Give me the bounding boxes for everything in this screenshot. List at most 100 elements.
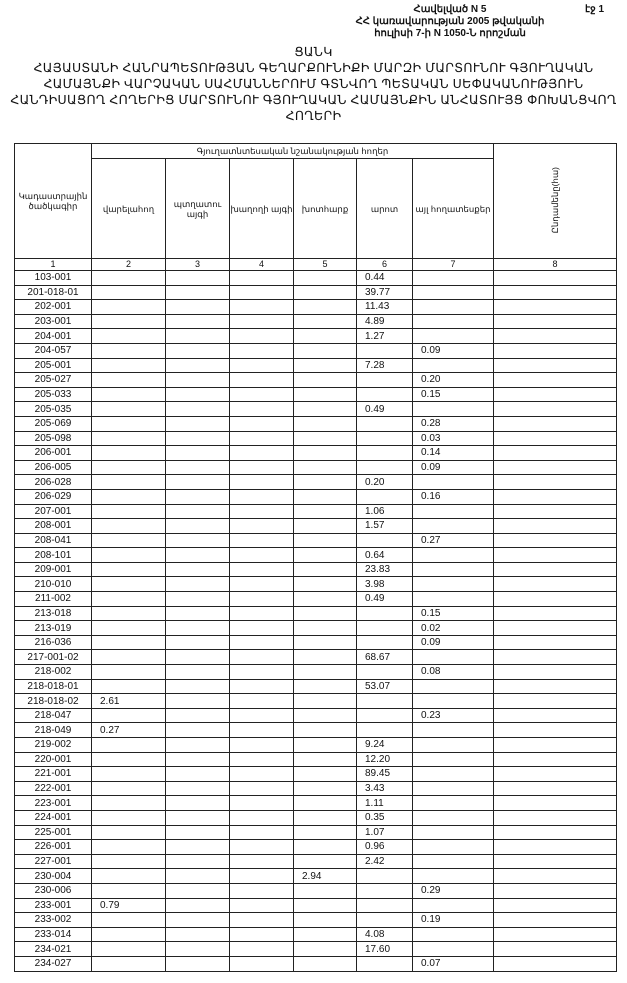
cadastral-code-cell: 234-021 — [14, 941, 92, 957]
area-cell — [91, 868, 166, 884]
table-row: 204-001 1.27 — [14, 328, 617, 344]
area-cell — [412, 474, 494, 490]
area-cell — [493, 853, 617, 870]
area-cell — [412, 299, 494, 315]
area-cell: 53.07 — [356, 678, 413, 695]
area-cell — [91, 576, 166, 593]
area-cell — [91, 912, 166, 928]
area-cell — [229, 809, 294, 826]
table-row: 213-018 0.15 — [14, 605, 617, 622]
area-cell — [493, 897, 617, 914]
cadastral-code-cell: 205-027 — [14, 372, 92, 388]
area-cell — [229, 591, 294, 607]
area-cell — [356, 415, 413, 432]
area-cell — [229, 357, 294, 374]
area-cell — [493, 547, 617, 563]
area-cell: 0.35 — [356, 809, 413, 826]
area-cell — [293, 605, 357, 622]
area-cell — [412, 853, 494, 870]
header-other-land: այլ հողատեսքեր — [412, 158, 494, 259]
table-row: 234-027 0.07 — [14, 955, 617, 972]
area-cell — [165, 488, 230, 505]
area-cell — [293, 488, 357, 505]
area-cell — [293, 824, 357, 841]
cadastral-code-cell: 206-001 — [14, 445, 92, 461]
title-line-4: ՀՈՂԵՐԻ — [285, 109, 342, 123]
area-cell — [293, 518, 357, 534]
area-cell — [165, 313, 230, 330]
area-cell — [493, 270, 617, 286]
area-cell — [91, 678, 166, 695]
area-cell — [165, 591, 230, 607]
area-cell — [493, 561, 617, 578]
area-cell: 1.11 — [356, 795, 413, 811]
area-cell — [165, 415, 230, 432]
area-cell — [412, 649, 494, 666]
table-row: 222-001 3.43 — [14, 780, 617, 797]
area-cell: 23.83 — [356, 561, 413, 578]
area-cell — [91, 547, 166, 563]
area-cell — [493, 882, 617, 899]
cadastral-code-cell: 234-027 — [14, 955, 92, 972]
area-cell — [91, 357, 166, 374]
area-cell — [165, 328, 230, 344]
area-cell — [412, 766, 494, 782]
area-cell — [293, 342, 357, 359]
area-cell — [293, 853, 357, 870]
title-heading: ՑԱՆԿ — [294, 45, 333, 59]
area-cell — [91, 634, 166, 651]
area-cell — [293, 576, 357, 593]
area-cell — [165, 342, 230, 359]
area-cell — [229, 795, 294, 811]
area-cell — [493, 824, 617, 841]
area-cell: 4.08 — [356, 926, 413, 943]
cadastral-code-cell: 218-047 — [14, 707, 92, 724]
table-row: 210-010 3.98 — [14, 576, 617, 593]
area-cell — [293, 722, 357, 738]
area-cell — [229, 576, 294, 593]
area-cell — [229, 342, 294, 359]
area-cell — [91, 839, 166, 855]
cadastral-code-cell: 103-001 — [14, 270, 92, 286]
area-cell — [293, 547, 357, 563]
cadastral-code-cell: 225-001 — [14, 824, 92, 841]
area-cell — [293, 795, 357, 811]
area-cell — [229, 824, 294, 841]
table-row: 207-001 1.06 — [14, 503, 617, 520]
area-cell — [91, 809, 166, 826]
cadastral-code-cell: 205-035 — [14, 401, 92, 417]
area-cell — [293, 737, 357, 753]
table-row: 205-035 0.49 — [14, 401, 617, 417]
area-cell — [165, 868, 230, 884]
area-cell — [493, 372, 617, 388]
table-row: 221-001 89.45 — [14, 766, 617, 782]
table-row: 233-002 0.19 — [14, 912, 617, 928]
area-cell — [412, 313, 494, 330]
area-cell: 0.08 — [412, 664, 494, 680]
area-cell — [493, 328, 617, 344]
area-cell — [293, 839, 357, 855]
area-cell: 89.45 — [356, 766, 413, 782]
cadastral-code-cell: 230-004 — [14, 868, 92, 884]
area-cell — [165, 459, 230, 476]
area-cell — [412, 868, 494, 884]
column-number: 1 — [14, 258, 92, 271]
table-row: 219-002 9.24 — [14, 737, 617, 753]
area-cell — [412, 547, 494, 563]
area-cell — [91, 386, 166, 403]
cadastral-code-cell: 208-001 — [14, 518, 92, 534]
area-cell — [293, 270, 357, 286]
area-cell — [91, 445, 166, 461]
area-cell — [356, 445, 413, 461]
column-number: 5 — [293, 258, 357, 271]
cadastral-code-cell: 220-001 — [14, 751, 92, 768]
table-row: 230-006 0.29 — [14, 882, 617, 899]
area-cell: 0.79 — [91, 897, 166, 914]
area-cell — [293, 372, 357, 388]
area-cell — [165, 649, 230, 666]
area-cell — [165, 430, 230, 447]
table-row: 224-001 0.35 — [14, 809, 617, 826]
area-cell — [165, 299, 230, 315]
area-cell — [356, 722, 413, 738]
area-cell — [293, 620, 357, 636]
